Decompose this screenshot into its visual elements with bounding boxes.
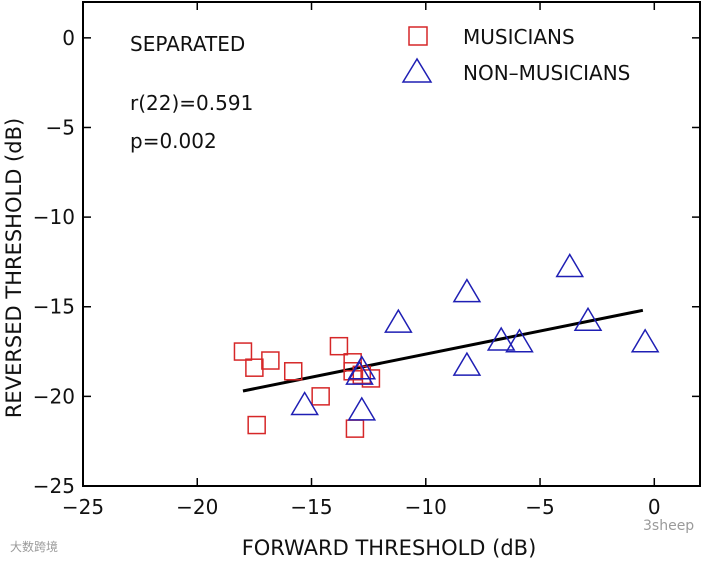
non-musician-point — [555, 253, 585, 278]
non-musician-point — [486, 326, 516, 351]
x-tick-label: −25 — [62, 495, 104, 519]
musician-point — [247, 415, 266, 435]
x-tick-label: 0 — [648, 495, 661, 519]
y-tick-label: −20 — [33, 384, 75, 408]
correlation-annotation: r(22)=0.591 — [130, 91, 253, 115]
p-value-annotation: p=0.002 — [130, 129, 217, 153]
musician-point — [233, 342, 253, 361]
y-tick-label: −25 — [33, 474, 75, 498]
fit-layer — [242, 308, 644, 393]
x-tick-label: −15 — [290, 495, 332, 519]
legend-label-non-musicians: NON–MUSICIANS — [463, 61, 630, 85]
non-musician-point — [630, 328, 660, 353]
legend: MUSICIANS NON–MUSICIANS — [401, 25, 630, 85]
regression-line — [242, 308, 644, 393]
legend-label-musicians: MUSICIANS — [463, 25, 575, 49]
non-musician-point — [347, 355, 377, 380]
points-layer — [233, 253, 660, 438]
musician-point — [245, 358, 264, 377]
y-tick-label: −15 — [33, 295, 75, 319]
non-musician-point — [347, 396, 377, 421]
plot-area-frame — [82, 1, 701, 487]
non-musician-point — [384, 308, 413, 333]
y-tick-label: −5 — [46, 115, 75, 139]
y-tick-label: 0 — [62, 26, 75, 50]
legend-triangle-marker — [401, 57, 433, 83]
non-musician-point — [452, 351, 482, 376]
x-tick-label: −10 — [405, 495, 447, 519]
musician-point — [283, 362, 303, 381]
x-tick-label: −20 — [176, 495, 218, 519]
non-musician-point — [505, 328, 534, 353]
x-axis-label: FORWARD THRESHOLD (dB) — [242, 536, 537, 560]
musician-point — [329, 336, 349, 356]
condition-annotation: SEPARATED — [130, 32, 245, 56]
watermark-right: 3sheep — [643, 518, 694, 534]
musician-point — [311, 387, 330, 406]
musician-point — [261, 351, 280, 370]
watermark-left: 大数跨境 — [10, 539, 58, 554]
legend-square-marker — [408, 26, 428, 46]
non-musician-point — [452, 278, 482, 303]
ticks-layer: −25 −20 −15 −10 −5 0 0 −5 −10 −15 −20 −25 — [33, 2, 700, 519]
y-tick-label: −10 — [33, 205, 75, 229]
x-tick-label: −5 — [525, 495, 554, 519]
non-musician-point — [345, 360, 374, 385]
non-musician-point — [573, 306, 603, 332]
y-axis-label: REVERSED THRESHOLD (dB) — [2, 118, 26, 418]
non-musician-point — [290, 391, 319, 416]
